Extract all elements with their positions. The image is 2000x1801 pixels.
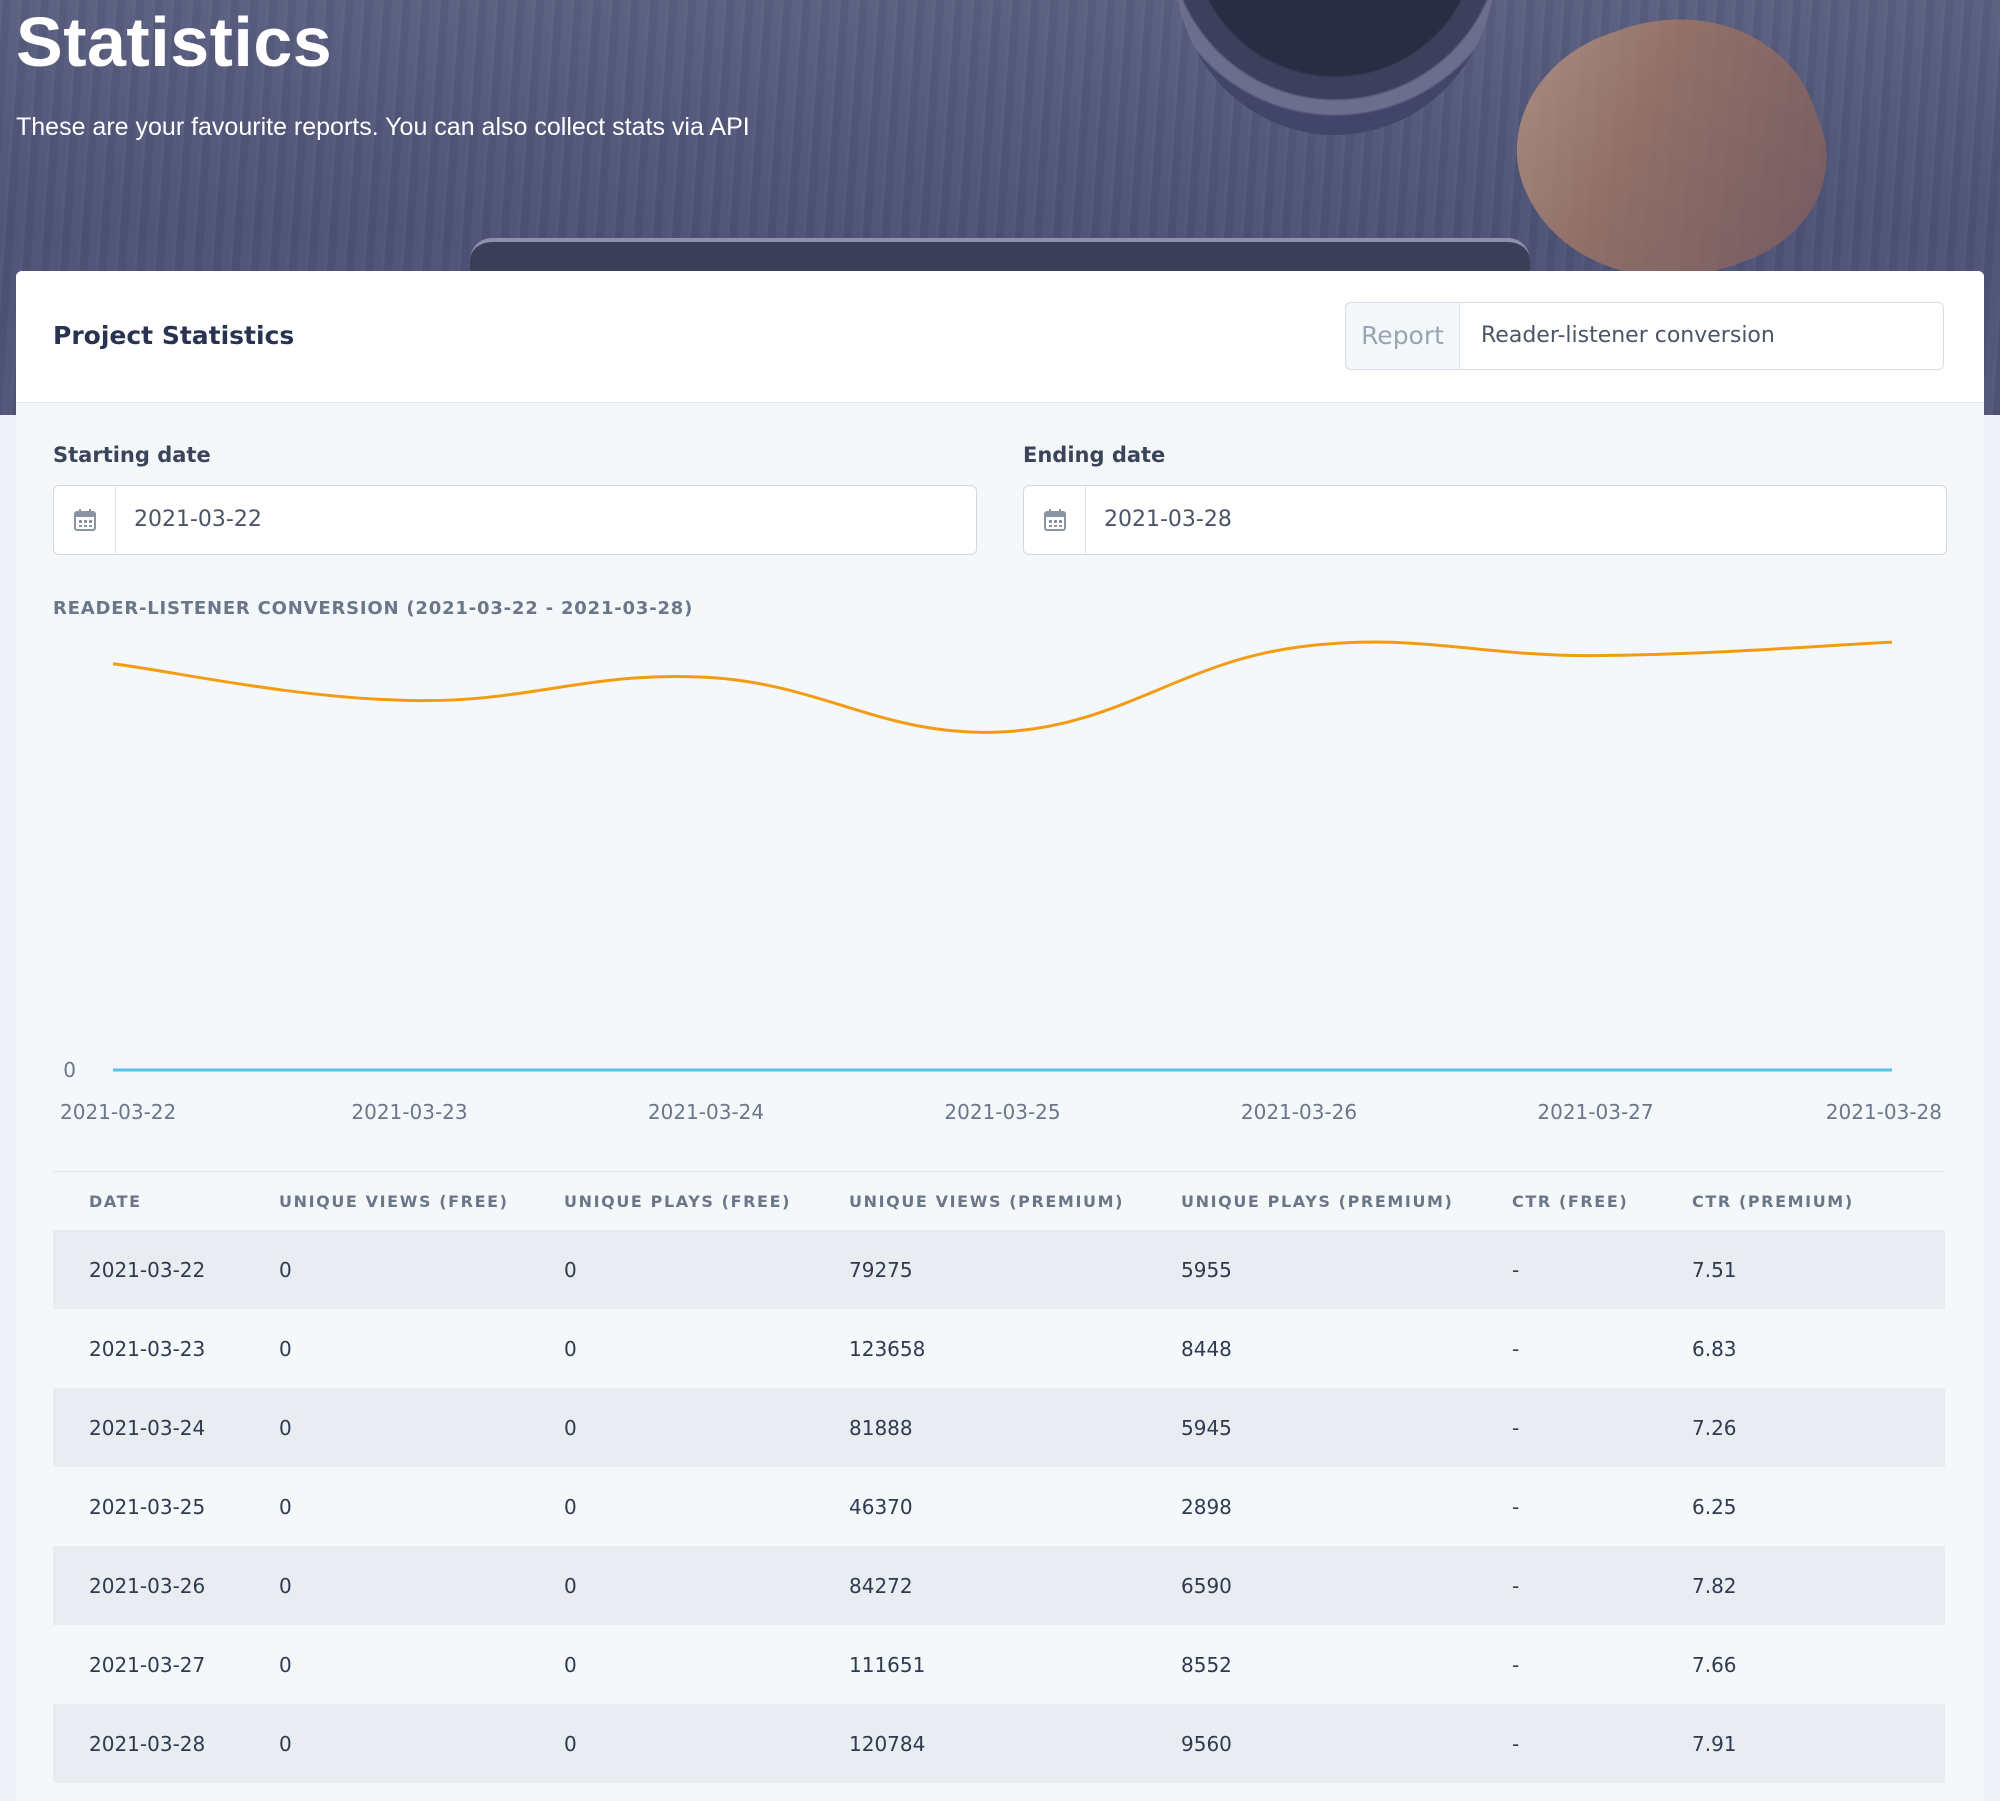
coffee-cup-image xyxy=(1175,0,1495,135)
cell-ctr-premium: 7.66 xyxy=(1656,1625,1945,1704)
x-tick-label: 2021-03-25 xyxy=(944,1100,1060,1124)
cell-ctr-premium: 7.26 xyxy=(1656,1388,1945,1467)
cell-ctr-free: - xyxy=(1476,1388,1656,1467)
cell-unique-views-free: 0 xyxy=(243,1546,528,1625)
card-header: Project Statistics Report Reader-listene… xyxy=(16,271,1984,403)
cell-unique-plays-premium: 5955 xyxy=(1145,1230,1476,1309)
card-title: Project Statistics xyxy=(53,321,295,350)
cell-unique-plays-free: 0 xyxy=(528,1309,813,1388)
starting-date-input[interactable]: 2021-03-22 xyxy=(53,485,977,555)
starting-date-label: Starting date xyxy=(53,443,211,467)
y-tick-label: 0 xyxy=(63,1058,76,1082)
cell-unique-views-premium: 120784 xyxy=(813,1704,1145,1783)
cell-ctr-premium: 7.51 xyxy=(1656,1230,1945,1309)
cell-unique-views-premium: 84272 xyxy=(813,1546,1145,1625)
column-header-unique-views-free[interactable]: UNIQUE VIEWS (FREE) xyxy=(243,1171,528,1230)
chart-title: READER-LISTENER CONVERSION (2021-03-22 -… xyxy=(53,598,694,619)
column-header-unique-plays-free[interactable]: UNIQUE PLAYS (FREE) xyxy=(528,1171,813,1230)
table-row: 2021-03-22 0 0 79275 5955 - 7.51 xyxy=(53,1230,1945,1309)
cell-unique-plays-premium: 8448 xyxy=(1145,1309,1476,1388)
cell-unique-plays-premium: 9560 xyxy=(1145,1704,1476,1783)
cell-ctr-free: - xyxy=(1476,1546,1656,1625)
cell-date: 2021-03-27 xyxy=(53,1625,243,1704)
cell-unique-views-free: 0 xyxy=(243,1467,528,1546)
table-row: 2021-03-25 0 0 46370 2898 - 6.25 xyxy=(53,1467,1945,1546)
x-tick-label: 2021-03-22 xyxy=(60,1100,176,1124)
cell-unique-views-free: 0 xyxy=(243,1625,528,1704)
cell-ctr-free: - xyxy=(1476,1309,1656,1388)
cell-unique-views-premium: 46370 xyxy=(813,1467,1145,1546)
series-line-0 xyxy=(112,640,1893,734)
x-tick-label: 2021-03-27 xyxy=(1537,1100,1653,1124)
cell-ctr-free: - xyxy=(1476,1467,1656,1546)
cell-unique-views-free: 0 xyxy=(243,1704,528,1783)
table-row: 2021-03-26 0 0 84272 6590 - 7.82 xyxy=(53,1546,1945,1625)
cell-ctr-premium: 6.25 xyxy=(1656,1467,1945,1546)
report-select-value: Reader-listener conversion xyxy=(1481,323,1775,348)
cell-unique-plays-free: 0 xyxy=(528,1230,813,1309)
cell-unique-plays-free: 0 xyxy=(528,1625,813,1704)
cell-unique-plays-free: 0 xyxy=(528,1467,813,1546)
page-subtitle: These are your favourite reports. You ca… xyxy=(16,113,750,141)
cell-ctr-free: - xyxy=(1476,1704,1656,1783)
table-header-row: DATE UNIQUE VIEWS (FREE) UNIQUE PLAYS (F… xyxy=(53,1171,1945,1230)
report-select-label: Report xyxy=(1346,303,1460,369)
x-tick-label: 2021-03-23 xyxy=(351,1100,467,1124)
cell-date: 2021-03-23 xyxy=(53,1309,243,1388)
cell-unique-views-premium: 81888 xyxy=(813,1388,1145,1467)
x-tick-label: 2021-03-26 xyxy=(1241,1100,1357,1124)
table-row: 2021-03-28 0 0 120784 9560 - 7.91 xyxy=(53,1704,1945,1783)
column-header-unique-plays-premium[interactable]: UNIQUE PLAYS (PREMIUM) xyxy=(1145,1171,1476,1230)
column-header-ctr-free[interactable]: CTR (FREE) xyxy=(1476,1171,1656,1230)
cell-unique-plays-free: 0 xyxy=(528,1546,813,1625)
project-statistics-card: Project Statistics Report Reader-listene… xyxy=(16,271,1984,1801)
cell-unique-views-premium: 123658 xyxy=(813,1309,1145,1388)
ending-date-label: Ending date xyxy=(1023,443,1166,467)
x-tick-label: 2021-03-28 xyxy=(1826,1100,1942,1124)
cell-unique-plays-free: 0 xyxy=(528,1388,813,1467)
cell-unique-plays-premium: 8552 xyxy=(1145,1625,1476,1704)
cell-ctr-free: - xyxy=(1476,1230,1656,1309)
cell-unique-plays-premium: 6590 xyxy=(1145,1546,1476,1625)
cell-ctr-free: - xyxy=(1476,1625,1656,1704)
cell-date: 2021-03-22 xyxy=(53,1230,243,1309)
cell-unique-plays-premium: 2898 xyxy=(1145,1467,1476,1546)
starting-date-value: 2021-03-22 xyxy=(134,507,262,532)
cell-unique-views-free: 0 xyxy=(243,1388,528,1467)
cell-unique-plays-premium: 5945 xyxy=(1145,1388,1476,1467)
cell-date: 2021-03-28 xyxy=(53,1704,243,1783)
conversion-line-chart: 0 2021-03-22 2021-03-23 2021-03-24 2021-03-2… xyxy=(60,640,1942,1124)
cell-date: 2021-03-25 xyxy=(53,1467,243,1546)
ending-date-input[interactable]: 2021-03-28 xyxy=(1023,485,1947,555)
ending-date-value: 2021-03-28 xyxy=(1104,507,1232,532)
calendar-icon xyxy=(1024,486,1086,554)
calendar-icon xyxy=(54,486,116,554)
cell-unique-views-premium: 79275 xyxy=(813,1230,1145,1309)
statistics-table: DATE UNIQUE VIEWS (FREE) UNIQUE PLAYS (F… xyxy=(53,1171,1945,1783)
column-header-unique-views-premium[interactable]: UNIQUE VIEWS (PREMIUM) xyxy=(813,1171,1145,1230)
cell-date: 2021-03-24 xyxy=(53,1388,243,1467)
table-row: 2021-03-27 0 0 111651 8552 - 7.66 xyxy=(53,1625,1945,1704)
page-title: Statistics xyxy=(16,3,333,81)
cell-ctr-premium: 6.83 xyxy=(1656,1309,1945,1388)
column-header-ctr-premium[interactable]: CTR (PREMIUM) xyxy=(1656,1171,1945,1230)
cell-unique-views-premium: 111651 xyxy=(813,1625,1145,1704)
x-tick-label: 2021-03-24 xyxy=(648,1100,764,1124)
cell-date: 2021-03-26 xyxy=(53,1546,243,1625)
cell-unique-views-free: 0 xyxy=(243,1230,528,1309)
cell-unique-views-free: 0 xyxy=(243,1309,528,1388)
cell-ctr-premium: 7.91 xyxy=(1656,1704,1945,1783)
cell-unique-plays-free: 0 xyxy=(528,1704,813,1783)
table-row: 2021-03-24 0 0 81888 5945 - 7.26 xyxy=(53,1388,1945,1467)
cell-ctr-premium: 7.82 xyxy=(1656,1546,1945,1625)
report-select[interactable]: Report Reader-listener conversion xyxy=(1345,302,1944,370)
table-row: 2021-03-23 0 0 123658 8448 - 6.83 xyxy=(53,1309,1945,1388)
column-header-date[interactable]: DATE xyxy=(53,1171,243,1230)
